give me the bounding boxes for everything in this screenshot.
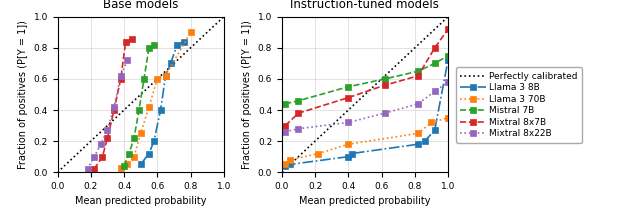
Mixtral 8x7B xyxy=(444,28,452,30)
Y-axis label: Fraction of positives (P[Y = 1]): Fraction of positives (P[Y = 1]) xyxy=(18,20,28,169)
Llama 3 70B xyxy=(137,132,145,135)
X-axis label: Mean predicted probability: Mean predicted probability xyxy=(75,197,207,206)
Llama 3 8B xyxy=(145,152,153,155)
Mixtral 8x7B xyxy=(282,124,289,127)
Llama 3 70B xyxy=(154,78,161,80)
Mistral 7B xyxy=(381,78,388,80)
Y-axis label: Fraction of positives (P[Y = 1]): Fraction of positives (P[Y = 1]) xyxy=(242,20,252,169)
Mixtral 8x7B xyxy=(294,112,302,114)
Mistral 7B xyxy=(130,137,138,139)
Llama 3 70B xyxy=(414,132,422,135)
Mixtral 8x22B xyxy=(381,112,388,114)
Mistral 7B xyxy=(344,85,352,88)
Mistral 7B xyxy=(145,47,153,49)
Mixtral 8x22B xyxy=(344,121,352,124)
X-axis label: Mean predicted probability: Mean predicted probability xyxy=(299,197,431,206)
Mixtral 8x7B xyxy=(117,78,125,80)
Llama 3 70B xyxy=(444,117,452,119)
Llama 3 8B xyxy=(286,163,294,166)
Llama 3 8B xyxy=(173,43,181,46)
Mixtral 8x22B xyxy=(84,168,92,170)
Llama 3 8B xyxy=(282,165,289,167)
Mixtral 8x22B xyxy=(444,81,452,83)
Llama 3 8B xyxy=(167,62,175,65)
Mistral 7B xyxy=(135,109,143,111)
Title: Base models: Base models xyxy=(103,0,179,12)
Line: Llama 3 8B: Llama 3 8B xyxy=(138,39,187,168)
Mistral 7B xyxy=(140,78,148,80)
Llama 3 8B xyxy=(444,59,452,62)
Mixtral 8x22B xyxy=(117,75,125,77)
Llama 3 8B xyxy=(414,143,422,146)
Llama 3 8B xyxy=(162,75,170,77)
Mixtral 8x22B xyxy=(110,106,118,108)
Mistral 7B xyxy=(120,165,128,167)
Llama 3 70B xyxy=(130,155,138,158)
Mixtral 8x22B xyxy=(294,127,302,130)
Line: Mixtral 8x22B: Mixtral 8x22B xyxy=(84,57,131,172)
Mistral 7B xyxy=(414,70,422,72)
Mistral 7B xyxy=(294,100,302,102)
Line: Mixtral 8x22B: Mixtral 8x22B xyxy=(282,79,451,135)
Mixtral 8x7B xyxy=(129,37,136,40)
Line: Mixtral 8x7B: Mixtral 8x7B xyxy=(282,26,451,129)
Mixtral 8x7B xyxy=(414,75,422,77)
Mistral 7B xyxy=(431,62,438,65)
Mistral 7B xyxy=(150,43,158,46)
Line: Mixtral 8x7B: Mixtral 8x7B xyxy=(91,35,136,172)
Llama 3 8B xyxy=(150,140,158,142)
Llama 3 70B xyxy=(344,143,352,146)
Llama 3 8B xyxy=(180,40,188,43)
Llama 3 70B xyxy=(145,106,153,108)
Mixtral 8x7B xyxy=(381,84,388,87)
Mixtral 8x22B xyxy=(124,59,131,62)
Mistral 7B xyxy=(125,152,133,155)
Llama 3 8B xyxy=(157,109,164,111)
Mistral 7B xyxy=(282,102,289,105)
Mixtral 8x7B xyxy=(99,155,106,158)
Mixtral 8x22B xyxy=(431,90,438,93)
Legend: Perfectly calibrated, Llama 3 8B, Llama 3 70B, Mistral 7B, Mixtral 8x7B, Mixtral: Perfectly calibrated, Llama 3 8B, Llama … xyxy=(456,67,582,143)
Mistral 7B xyxy=(444,54,452,57)
Llama 3 70B xyxy=(117,166,125,169)
Llama 3 8B xyxy=(421,140,429,142)
Line: Llama 3 70B: Llama 3 70B xyxy=(282,115,451,168)
Llama 3 8B xyxy=(344,155,352,158)
Mixtral 8x7B xyxy=(122,40,129,43)
Llama 3 70B xyxy=(286,159,294,161)
Llama 3 70B xyxy=(315,152,323,155)
Llama 3 8B xyxy=(431,129,438,131)
Mixtral 8x22B xyxy=(90,155,98,158)
Mixtral 8x7B xyxy=(104,137,111,139)
Llama 3 8B xyxy=(348,152,355,155)
Mixtral 8x22B xyxy=(104,129,111,131)
Llama 3 70B xyxy=(162,75,170,77)
Line: Mistral 7B: Mistral 7B xyxy=(282,52,451,107)
Title: Instruction-tuned models: Instruction-tuned models xyxy=(291,0,440,12)
Mixtral 8x7B xyxy=(110,109,118,111)
Llama 3 70B xyxy=(124,163,131,166)
Mixtral 8x7B xyxy=(90,168,98,170)
Mixtral 8x22B xyxy=(97,143,104,146)
Line: Mistral 7B: Mistral 7B xyxy=(121,42,157,169)
Llama 3 8B xyxy=(137,163,145,166)
Llama 3 70B xyxy=(282,163,289,166)
Mixtral 8x7B xyxy=(431,47,438,49)
Line: Llama 3 70B: Llama 3 70B xyxy=(118,29,194,171)
Mixtral 8x22B xyxy=(414,102,422,105)
Llama 3 70B xyxy=(187,31,195,34)
Mixtral 8x7B xyxy=(344,96,352,99)
Mixtral 8x22B xyxy=(282,131,289,133)
Llama 3 70B xyxy=(428,121,435,124)
Line: Llama 3 8B: Llama 3 8B xyxy=(282,57,451,169)
